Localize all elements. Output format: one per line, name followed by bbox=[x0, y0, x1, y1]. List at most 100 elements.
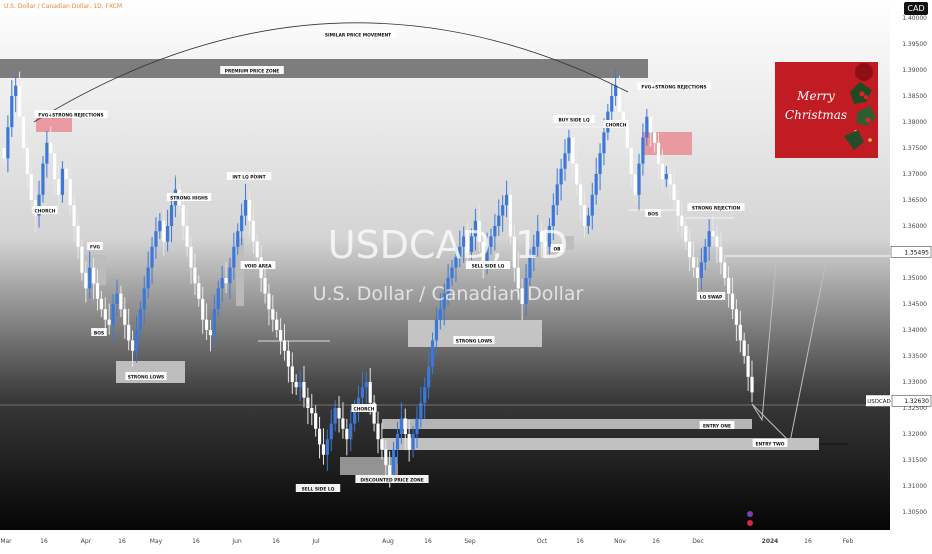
y-tick-label: 1.37000 bbox=[902, 171, 927, 178]
candle-body bbox=[14, 85, 18, 96]
candle-body bbox=[575, 163, 579, 185]
candle-body bbox=[730, 293, 735, 310]
candle-body bbox=[103, 309, 107, 320]
candle-body bbox=[602, 132, 606, 154]
candle-body bbox=[434, 319, 439, 341]
price-tag-bg bbox=[890, 246, 932, 258]
candle-body bbox=[251, 220, 255, 242]
x-tick-label: May bbox=[150, 538, 163, 545]
watermark-name: U.S. Dollar / Canadian Dollar bbox=[313, 283, 584, 305]
annotation-label-bg bbox=[637, 82, 711, 90]
void-area-box bbox=[236, 238, 244, 306]
y-axis-background bbox=[890, 0, 932, 530]
candle-body bbox=[430, 340, 435, 367]
candle-body bbox=[403, 418, 407, 434]
candle-body bbox=[212, 309, 216, 336]
candle-body bbox=[275, 319, 279, 330]
candle-body bbox=[388, 465, 392, 476]
annotation-label: STRONG LOWS bbox=[456, 339, 492, 345]
currency-button[interactable]: CAD bbox=[904, 2, 928, 15]
candle-body bbox=[243, 200, 248, 216]
candle-body bbox=[524, 278, 528, 304]
annotation-label: FVG+STRONG REJECTIONS bbox=[38, 113, 103, 119]
candle-body bbox=[111, 304, 115, 325]
candle-body bbox=[567, 137, 571, 154]
candle-body bbox=[372, 402, 376, 424]
annotation-label: DISCOUNTED PRICE ZONE bbox=[360, 478, 423, 484]
x-tick-label: Feb bbox=[843, 538, 854, 545]
annotation-label: ENTRY TWO bbox=[755, 442, 784, 448]
event-marker-icon[interactable] bbox=[747, 511, 753, 517]
candle-body bbox=[56, 179, 61, 195]
candle-body bbox=[282, 340, 287, 351]
candle-body bbox=[201, 298, 205, 320]
candle-body bbox=[641, 137, 645, 164]
annotation-label: LQ SWAP bbox=[700, 295, 723, 301]
candle-body bbox=[255, 241, 259, 258]
price-tag-value: 1.32630 bbox=[904, 398, 929, 405]
candle-body bbox=[298, 382, 302, 388]
x-tick-label: 16 bbox=[804, 538, 812, 545]
greeting-line-1: Merry bbox=[797, 89, 835, 103]
candle-body bbox=[734, 309, 739, 325]
candle-body bbox=[656, 142, 661, 164]
christmas-card-image: Merry Christmas bbox=[775, 62, 878, 158]
candle-body bbox=[391, 449, 396, 476]
candle-body bbox=[454, 257, 458, 268]
christmas-greeting: Merry Christmas bbox=[781, 87, 851, 125]
price-tag-value: 1.35495 bbox=[904, 249, 929, 256]
candle-body bbox=[473, 220, 477, 237]
y-tick-label: 1.39500 bbox=[902, 41, 927, 48]
candle-body bbox=[559, 168, 563, 185]
candle-body bbox=[504, 194, 509, 206]
candle-body bbox=[72, 205, 76, 226]
x-tick-label: 16 bbox=[272, 538, 280, 545]
candle-body bbox=[586, 215, 590, 226]
y-tick-label: 1.33000 bbox=[902, 379, 927, 386]
candle-body bbox=[660, 163, 664, 180]
candle-body bbox=[208, 330, 213, 336]
candle-body bbox=[123, 309, 127, 325]
x-tick-label: Sep bbox=[464, 538, 476, 545]
y-tick-label: 1.30500 bbox=[902, 509, 927, 516]
price-tag-bg bbox=[891, 394, 932, 407]
candle-body bbox=[458, 246, 462, 258]
projection-path-one bbox=[751, 261, 777, 422]
candle-body bbox=[571, 137, 575, 164]
annotation-label-bg bbox=[166, 193, 212, 201]
annotation-label: FVG+STRONG REJECTIONS bbox=[641, 85, 706, 91]
x-tick-label: 2024 bbox=[762, 538, 779, 545]
candle-body bbox=[555, 184, 559, 206]
annotation-label: ENTRY ONE bbox=[703, 424, 731, 430]
greeting-line-2: Christmas bbox=[784, 108, 848, 122]
candle-body bbox=[321, 444, 326, 455]
candle-body bbox=[329, 423, 333, 440]
candle-body bbox=[477, 220, 481, 242]
candle-body bbox=[317, 428, 322, 445]
y-tick-label: 1.37500 bbox=[902, 145, 927, 152]
candle-body bbox=[127, 324, 131, 341]
candle-body bbox=[41, 163, 45, 195]
event-marker-icon[interactable] bbox=[747, 520, 753, 526]
annotation-label-bg bbox=[603, 120, 629, 128]
candle-body bbox=[672, 184, 676, 200]
candle-body bbox=[232, 246, 236, 268]
candle-body bbox=[154, 231, 158, 247]
order-block-zone bbox=[562, 236, 574, 250]
candle-body bbox=[310, 408, 314, 414]
candle-body bbox=[715, 236, 719, 247]
projection-path-two bbox=[751, 261, 827, 444]
candle-body bbox=[676, 200, 680, 216]
candle-body bbox=[99, 298, 103, 310]
candle-body bbox=[466, 236, 470, 252]
candle-body bbox=[356, 397, 361, 408]
candle-body bbox=[540, 231, 544, 242]
candle-body bbox=[427, 366, 431, 388]
candle-body bbox=[263, 278, 267, 294]
candle-body bbox=[216, 288, 220, 310]
candle-body bbox=[699, 262, 703, 278]
annotation-label: CHORCH bbox=[35, 209, 56, 215]
candle-body bbox=[508, 194, 513, 237]
